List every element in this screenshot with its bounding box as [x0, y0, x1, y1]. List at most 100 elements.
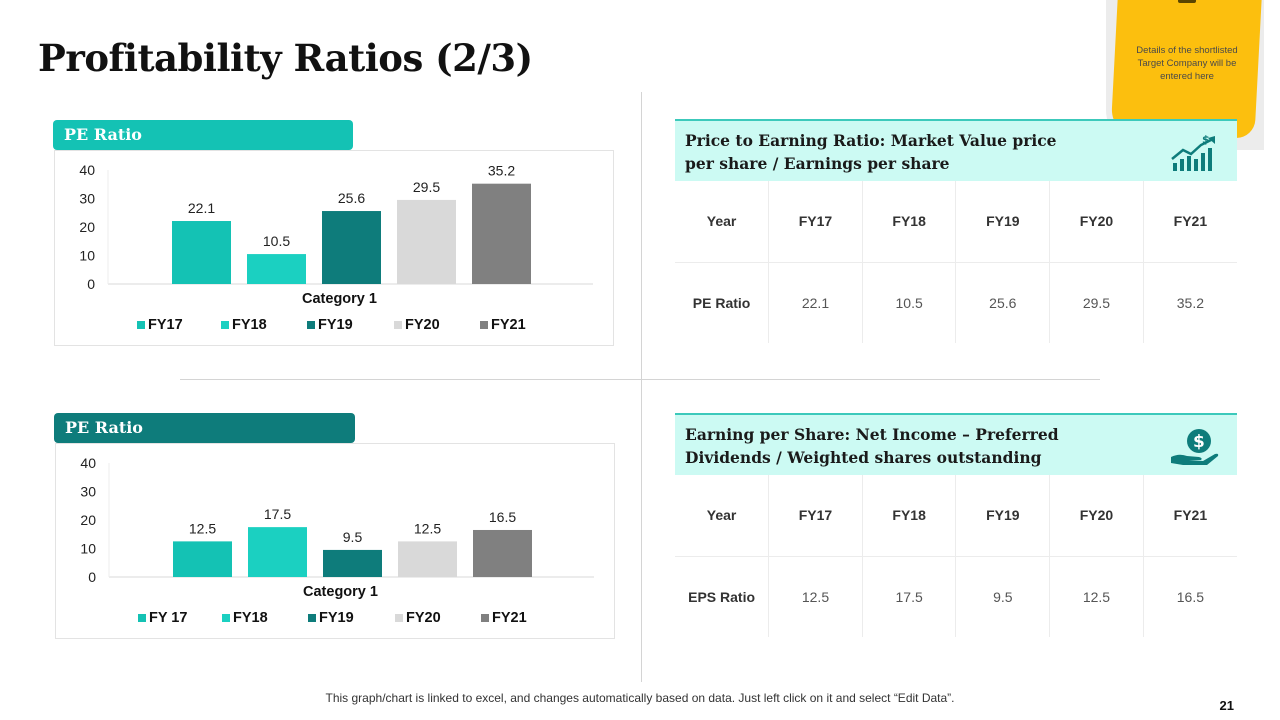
- legend-swatch: [395, 614, 403, 622]
- y-tick-label: 30: [79, 191, 95, 207]
- legend-label: FY20: [405, 317, 440, 333]
- table-cell: FY17: [768, 475, 863, 557]
- footer-note: This graph/chart is linked to excel, and…: [325, 691, 955, 705]
- table-cell: FY21: [1143, 475, 1237, 557]
- legend-swatch: [222, 614, 230, 622]
- table-cell: EPS Ratio: [675, 556, 770, 637]
- table-cell: 35.2: [1176, 294, 1205, 311]
- legend-swatch: [308, 614, 316, 622]
- pe-bar-chart-svg: 0 10 20 30 40 22.1 10.5 25.6 29.5 35.2 Category 1 F…: [79, 162, 593, 333]
- bar-fy20: [397, 199, 456, 284]
- table-cell: 10.5: [862, 262, 957, 343]
- legend-label: FY 17: [149, 610, 187, 626]
- legend-swatch: [137, 321, 145, 329]
- data-label: 12.5: [189, 520, 216, 536]
- table-cell: FY20: [1049, 475, 1144, 557]
- svg-text:$: $: [1193, 432, 1205, 452]
- bar-fy21: [472, 183, 531, 284]
- money-hand-icon: $: [1171, 429, 1219, 465]
- vertical-divider: [641, 92, 642, 682]
- legend-label: FY18: [232, 317, 267, 333]
- legend-swatch: [480, 321, 488, 329]
- y-tick-label: 10: [79, 248, 95, 264]
- y-tick-label: 20: [80, 512, 96, 528]
- table-cell: 9.5: [955, 556, 1051, 637]
- growth-chart-icon: $: [1171, 133, 1215, 171]
- bar-fy19: [323, 549, 382, 577]
- legend-label: FY21: [491, 317, 526, 333]
- y-tick-label: 0: [87, 276, 95, 292]
- table-cell: 29.5: [1049, 262, 1144, 343]
- y-tick-label: 30: [80, 484, 96, 500]
- data-label: 35.2: [488, 163, 515, 179]
- page-number: 21: [1219, 698, 1234, 713]
- bar-fy17: [173, 541, 232, 577]
- pe-bar-chart[interactable]: 0 10 20 30 40 22.1 10.5 25.6 29.5 35.2 Category 1 F…: [54, 150, 614, 346]
- table-header-row: Year FY17 FY18 FY19 FY20 FY21: [675, 181, 1237, 263]
- table-cell: Year: [675, 475, 770, 557]
- data-label: 16.5: [489, 509, 516, 525]
- page-title: Profitability Ratios (2/3): [38, 36, 533, 80]
- table-row: EPS Ratio 12.5 17.5 9.5 12.5 16.5: [675, 556, 1237, 637]
- table-cell: 25.6: [955, 262, 1051, 343]
- pe-definition-header: Price to Earning Ratio: Market Value pri…: [675, 119, 1237, 181]
- x-category-label: Category 1: [303, 584, 378, 600]
- table-cell: FY19: [955, 181, 1051, 263]
- table-cell: 12.5: [768, 556, 863, 637]
- legend-swatch: [221, 321, 229, 329]
- table-cell: 12.5: [1049, 556, 1144, 637]
- bar-fy18: [247, 254, 306, 284]
- table-row: PE Ratio 22.1 10.5 25.6 29.5 35.2: [675, 262, 1237, 343]
- svg-text:$: $: [1202, 133, 1210, 146]
- data-label: 12.5: [414, 520, 441, 536]
- data-label: 29.5: [413, 179, 440, 195]
- y-tick-label: 20: [79, 219, 95, 235]
- table-cell: 17.5: [862, 556, 957, 637]
- eps-chart-tab: PE Ratio: [54, 413, 355, 443]
- table-cell: 22.1: [768, 262, 863, 343]
- legend-swatch: [307, 321, 315, 329]
- table-cell: FY19: [955, 475, 1051, 557]
- y-tick-label: 0: [88, 569, 96, 585]
- legend-label: FY19: [319, 610, 354, 626]
- table-cell: FY18: [862, 475, 957, 557]
- bar-fy17: [172, 221, 231, 284]
- y-tick-label: 10: [80, 541, 96, 557]
- table-cell: Year: [675, 181, 770, 263]
- data-label: 25.6: [338, 190, 365, 206]
- legend-label: FY20: [406, 610, 441, 626]
- eps-bar-chart-svg: 0 10 20 30 40 12.5 17.5 9.5 12.5 16.5 Category 1 FY…: [80, 455, 594, 626]
- y-tick-label: 40: [79, 162, 95, 178]
- legend-swatch: [481, 614, 489, 622]
- bar-fy18: [248, 527, 307, 577]
- horizontal-divider: [180, 379, 1100, 380]
- pe-ratio-table: Year FY17 FY18 FY19 FY20 FY21 PE Ratio 2…: [675, 181, 1237, 343]
- table-cell: FY20: [1049, 181, 1144, 263]
- table-header-row: Year FY17 FY18 FY19 FY20 FY21: [675, 475, 1237, 557]
- table-cell: PE Ratio: [675, 262, 770, 343]
- eps-definition-text: Earning per Share: Net Income – Preferre…: [685, 425, 1059, 467]
- table-cell: FY17: [768, 181, 863, 263]
- eps-bar-chart[interactable]: 0 10 20 30 40 12.5 17.5 9.5 12.5 16.5 Category 1 FY…: [55, 443, 615, 639]
- legend-label: FY17: [148, 317, 183, 333]
- bar-fy21: [473, 529, 532, 577]
- table-cell: 16.5: [1176, 588, 1205, 605]
- pe-definition-text: Price to Earning Ratio: Market Value pri…: [685, 131, 1057, 173]
- legend-swatch: [138, 614, 146, 622]
- data-label: 17.5: [264, 506, 291, 522]
- bar-fy20: [398, 541, 457, 577]
- table-cell: FY21: [1143, 181, 1237, 263]
- data-label: 22.1: [188, 200, 215, 216]
- legend-label: FY18: [233, 610, 268, 626]
- legend-swatch: [394, 321, 402, 329]
- y-tick-label: 40: [80, 455, 96, 471]
- pe-chart-tab: PE Ratio: [53, 120, 353, 150]
- bar-fy19: [322, 211, 381, 284]
- legend-label: FY21: [492, 610, 527, 626]
- data-label: 9.5: [343, 529, 363, 545]
- table-cell: FY18: [862, 181, 957, 263]
- sticky-note-pin: [1178, 0, 1196, 3]
- legend-label: FY19: [318, 317, 353, 333]
- eps-definition-header: Earning per Share: Net Income – Preferre…: [675, 413, 1237, 475]
- sticky-note-text: Details of the shortlisted Target Compan…: [1136, 45, 1238, 82]
